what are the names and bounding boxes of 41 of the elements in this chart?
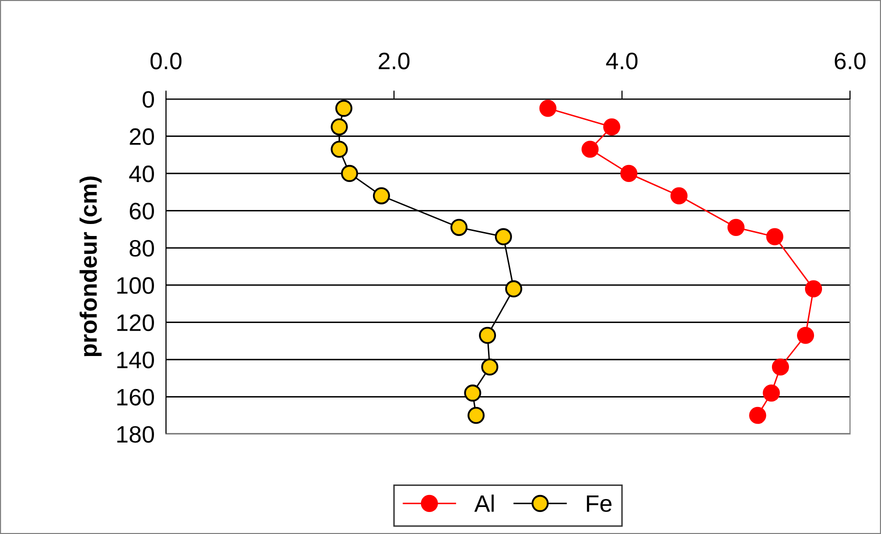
- y-tick-label: 60: [130, 202, 154, 220]
- y-tick-label: 100: [117, 277, 154, 294]
- y-tick-label: 40: [129, 166, 154, 182]
- point: [372, 187, 390, 204]
- point: [468, 406, 485, 424]
- y-tick-label: 0: [142, 91, 154, 108]
- point: [603, 118, 620, 136]
- point: [481, 358, 498, 376]
- point: [330, 140, 348, 158]
- y-tick-label: 80: [130, 240, 154, 257]
- point: [335, 100, 352, 117]
- point: [582, 140, 599, 158]
- x-tick-label: 4.0: [606, 52, 638, 70]
- y-tick-label: 180: [117, 426, 154, 443]
- point: [478, 326, 496, 344]
- point: [766, 228, 784, 246]
- x-tick-label: 2.0: [378, 52, 410, 70]
- point: [340, 164, 358, 182]
- point: [796, 326, 814, 344]
- point: [450, 218, 468, 236]
- point: [772, 358, 790, 376]
- x-tick-label: 0.0: [150, 52, 182, 70]
- point: [505, 280, 522, 298]
- y-tick-label: 20: [130, 128, 154, 146]
- point: [804, 280, 822, 298]
- point: [749, 406, 766, 424]
- y-tick-label: 140: [117, 352, 154, 368]
- point: [670, 187, 688, 204]
- point: [330, 118, 348, 136]
- point: [762, 384, 780, 402]
- point: [464, 384, 482, 402]
- point: [539, 100, 556, 117]
- y-axis-title: profondeur (cm): [80, 176, 102, 356]
- legend-label: Al: [474, 494, 494, 512]
- legend-label: Fe: [586, 495, 612, 512]
- point: [727, 218, 745, 236]
- y-tick-label: 120: [117, 314, 154, 332]
- point: [620, 164, 638, 182]
- x-tick-label: 6.0: [834, 52, 866, 70]
- point: [494, 228, 512, 246]
- y-tick-label: 160: [117, 388, 154, 406]
